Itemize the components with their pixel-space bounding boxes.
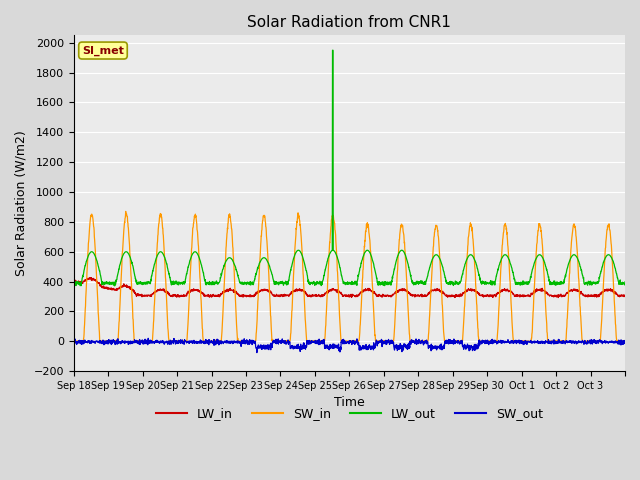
Legend: LW_in, SW_in, LW_out, SW_out: LW_in, SW_in, LW_out, SW_out [151, 402, 548, 425]
SW_out [516, 341, 524, 347]
SW_out [253, 350, 260, 356]
SW_in [70, 338, 77, 344]
LW_in [383, 293, 390, 299]
LW_out [244, 281, 252, 287]
LW_out [614, 275, 621, 281]
LW_out [111, 283, 118, 289]
LW_out [125, 252, 133, 258]
Title: Solar Radiation from CNR1: Solar Radiation from CNR1 [248, 15, 451, 30]
SW_out [244, 342, 252, 348]
LW_in [70, 277, 77, 283]
LW_out [70, 279, 77, 285]
LW_in [244, 293, 252, 299]
SW_out [70, 340, 77, 346]
LW_in [87, 275, 95, 281]
SW_in [614, 338, 621, 344]
LW_out [329, 48, 337, 53]
SW_out [383, 341, 390, 347]
SW_out [621, 338, 629, 344]
LW_out [516, 280, 524, 286]
Line: SW_out: SW_out [74, 338, 625, 353]
Line: LW_in: LW_in [74, 278, 625, 298]
Line: LW_out: LW_out [74, 50, 625, 286]
LW_in [547, 292, 554, 298]
SW_in [244, 338, 252, 344]
LW_in [125, 284, 133, 290]
SW_out [614, 339, 621, 345]
SW_in [70, 338, 78, 344]
LW_in [621, 293, 629, 299]
SW_out [547, 340, 555, 346]
SW_in [125, 239, 133, 244]
SW_in [516, 338, 524, 344]
Y-axis label: Solar Radiation (W/m2): Solar Radiation (W/m2) [15, 131, 28, 276]
LW_in [554, 295, 562, 300]
Line: SW_in: SW_in [74, 211, 625, 341]
LW_out [547, 280, 555, 286]
SW_out [125, 339, 132, 345]
X-axis label: Time: Time [334, 396, 365, 409]
SW_in [547, 338, 555, 344]
LW_out [621, 279, 629, 285]
LW_out [383, 279, 390, 285]
SW_out [145, 336, 152, 341]
SW_in [621, 338, 629, 344]
Text: SI_met: SI_met [82, 46, 124, 56]
SW_in [383, 338, 390, 344]
SW_in [122, 208, 129, 214]
LW_in [516, 292, 524, 298]
LW_in [614, 292, 621, 298]
